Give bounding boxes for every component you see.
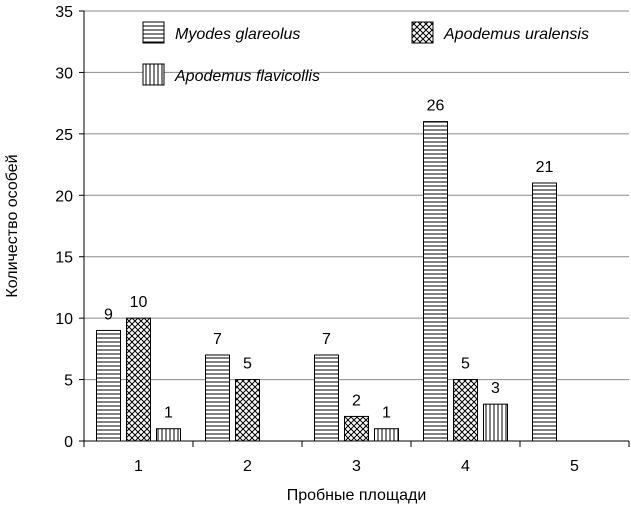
x-tick-label-3: 3 [352, 458, 361, 475]
data-label-apodemus-uralensis-1: 10 [130, 294, 148, 311]
legend-swatch-myodes-glareolus [142, 21, 165, 44]
x-tick-label-2: 2 [243, 458, 252, 475]
bar-myodes-glareolus-4 [423, 121, 448, 442]
bar-apodemus-flavicollis-1 [156, 428, 181, 442]
bar-myodes-glareolus-3 [314, 354, 339, 442]
y-tick-label-10: 10 [55, 311, 73, 328]
data-label-myodes-glareolus-2: 7 [213, 331, 222, 348]
data-label-apodemus-uralensis-4: 5 [461, 356, 470, 373]
gridlines [84, 10, 629, 381]
y-tick-label-0: 0 [64, 434, 73, 451]
bars [96, 121, 557, 442]
bar-apodemus-flavicollis-4 [483, 403, 508, 442]
data-label-apodemus-flavicollis-4: 3 [491, 380, 500, 397]
data-label-apodemus-flavicollis-1: 1 [164, 405, 173, 422]
legend-swatch-apodemus-flavicollis [142, 63, 165, 86]
y-tick-label-15: 15 [55, 250, 73, 267]
data-label-myodes-glareolus-5: 21 [536, 159, 554, 176]
legend-swatch-apodemus-uralensis [411, 21, 434, 44]
legend-label-apodemus-flavicollis: Apodemus flavicollis [174, 68, 320, 85]
bar-apodemus-uralensis-3 [344, 415, 369, 442]
y-tick-label-35: 35 [55, 4, 73, 21]
bar-myodes-glareolus-2 [205, 354, 230, 442]
y-tick-label-25: 25 [55, 127, 73, 144]
bar-myodes-glareolus-1 [96, 329, 121, 442]
bar-apodemus-flavicollis-3 [374, 428, 399, 442]
legend: Myodes glareolus Apodemus uralensis Apodem… [142, 21, 589, 86]
bar-apodemus-uralensis-1 [126, 317, 151, 442]
bar-apodemus-uralensis-2 [235, 379, 260, 442]
data-label-myodes-glareolus-1: 9 [104, 306, 113, 323]
bar-apodemus-uralensis-4 [453, 379, 478, 442]
data-label-apodemus-uralensis-3: 2 [352, 392, 361, 409]
legend-label-myodes-glareolus: Myodes glareolus [175, 26, 300, 43]
y-axis-title: Количество особей [4, 154, 21, 297]
data-label-myodes-glareolus-4: 26 [427, 98, 445, 115]
y-tick-label-30: 30 [55, 65, 73, 82]
x-tick-label-1: 1 [134, 458, 143, 475]
data-label-apodemus-uralensis-2: 5 [243, 356, 252, 373]
data-label-myodes-glareolus-3: 7 [322, 331, 331, 348]
data-label-apodemus-flavicollis-3: 1 [382, 405, 391, 422]
legend-label-apodemus-uralensis: Apodemus uralensis [443, 26, 589, 43]
bar-myodes-glareolus-5 [532, 182, 557, 442]
data-labels: 9 7 7 26 21 10 5 2 5 1 1 3 [104, 98, 553, 422]
x-axis-title: Пробные площади [287, 487, 427, 504]
x-tick-label-5: 5 [570, 458, 579, 475]
x-tick-label-4: 4 [461, 458, 470, 475]
y-tick-label-5: 5 [64, 373, 73, 390]
y-tick-label-20: 20 [55, 188, 73, 205]
